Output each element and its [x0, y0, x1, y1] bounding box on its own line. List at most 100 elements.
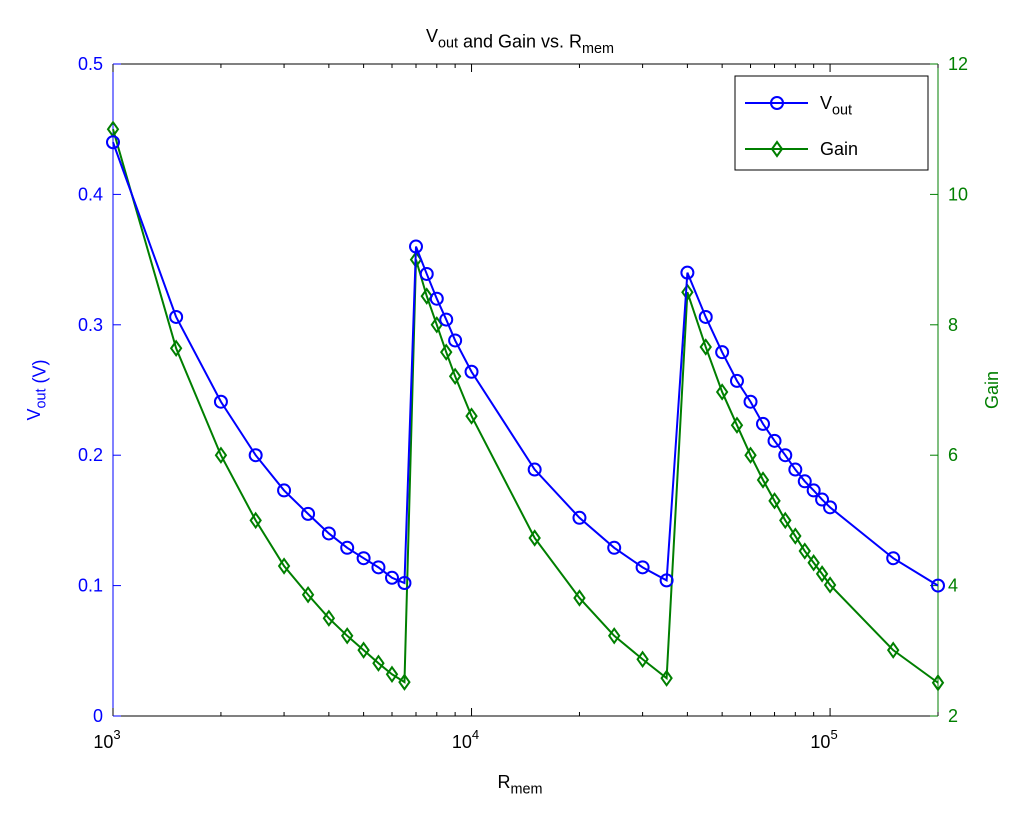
diamond-marker: [770, 140, 784, 158]
diamond-marker: [385, 665, 399, 683]
circle-marker: [408, 239, 423, 254]
y-left-tick-label: 0.3: [78, 315, 103, 335]
diamond-marker: [636, 650, 649, 668]
x-tick-label: 104: [452, 727, 479, 752]
tick-exponent: 5: [830, 727, 837, 742]
circle-marker: [823, 500, 838, 515]
y-left-tick-label: 0.5: [78, 54, 103, 74]
circle-marker: [715, 345, 730, 360]
circle-marker: [778, 448, 793, 463]
diamond-marker: [322, 609, 336, 627]
tick-base: 10: [810, 732, 830, 752]
circle-marker: [419, 266, 434, 281]
diamond-marker: [886, 641, 900, 659]
legend-label: Vout: [820, 93, 852, 118]
legend-item: Gain: [745, 139, 858, 159]
y-left-tick-label: 0.1: [78, 576, 103, 596]
circle-marker: [248, 448, 263, 463]
circle-marker: [321, 526, 336, 541]
diamond-marker: [807, 554, 820, 572]
tick-exponent: 3: [113, 727, 120, 742]
circle-marker: [439, 312, 454, 327]
x-tick-label: 103: [93, 727, 120, 752]
legend: Vout Gain: [734, 75, 929, 171]
x-tick-label: 105: [810, 727, 837, 752]
y-left-tick-label: 0.2: [78, 445, 103, 465]
legend-label: Gain: [820, 139, 858, 159]
diamond-marker: [440, 343, 453, 361]
text-part: and Gain vs. R: [458, 31, 582, 51]
diamond-marker: [681, 283, 694, 301]
diamond-marker: [823, 576, 837, 594]
subscript: out: [438, 35, 458, 51]
x-axis-label: Rmem: [498, 772, 543, 797]
plot-area: [113, 64, 938, 716]
legend-box: [734, 75, 929, 171]
diamond-marker: [214, 446, 228, 464]
circle-marker: [767, 433, 782, 448]
diamond-marker: [815, 565, 829, 583]
series-gain: [106, 120, 945, 692]
circle-marker: [755, 416, 770, 431]
diamond-marker: [372, 654, 385, 672]
y-right-axis-label: Gain: [982, 371, 1002, 409]
circle-marker: [397, 575, 412, 590]
diamond-marker: [573, 589, 586, 607]
y-right-tick-label: 2: [948, 706, 958, 726]
diamond-marker: [277, 557, 291, 575]
circle-marker: [213, 394, 228, 409]
series-vout: [106, 135, 945, 593]
series-line: [112, 141, 939, 587]
circle-marker: [806, 483, 821, 498]
circle-marker: [680, 265, 695, 280]
diamond-marker: [699, 338, 712, 356]
chart-title: Vout and Gain vs. Rmem: [426, 26, 614, 57]
diamond-marker: [660, 669, 673, 687]
diamond-marker: [357, 641, 370, 659]
diamond-marker: [768, 492, 781, 510]
y-left-axis-label: Vout (V): [24, 359, 49, 420]
circle-marker: [106, 135, 120, 150]
y-right-tick-label: 6: [948, 445, 958, 465]
subscript: out: [33, 388, 49, 408]
circle-marker: [886, 551, 901, 566]
circle-marker: [659, 573, 674, 588]
circle-marker: [729, 373, 744, 388]
y-right-tick-label: 4: [948, 576, 958, 596]
circle-marker: [527, 462, 542, 477]
circle-marker: [797, 474, 812, 489]
diamond-marker: [528, 529, 541, 547]
diamond-marker: [249, 511, 262, 530]
diamond-marker: [420, 287, 433, 305]
text-part: (V): [29, 359, 49, 388]
text-part: V: [426, 26, 438, 46]
tick-base: 10: [93, 732, 113, 752]
circle-marker: [371, 560, 386, 575]
diamond-marker: [931, 674, 945, 692]
diamond-marker: [798, 542, 811, 560]
text-part: V: [820, 93, 832, 113]
tick-exponent: 4: [472, 727, 479, 742]
circle-marker: [698, 309, 713, 324]
y-left-tick-label: 0: [93, 706, 103, 726]
diamond-marker: [607, 627, 621, 645]
subscript: mem: [582, 41, 614, 57]
diamond-marker: [301, 586, 315, 604]
diamond-marker: [756, 471, 770, 489]
circle-marker: [448, 333, 463, 348]
circle-marker: [788, 462, 803, 477]
y-right-tick-label: 10: [948, 184, 968, 204]
circle-marker: [169, 309, 184, 324]
circle-marker: [429, 291, 444, 306]
circle-marker: [384, 570, 399, 585]
subscript: mem: [511, 781, 543, 797]
circle-marker: [607, 540, 622, 555]
circle-marker: [815, 492, 830, 507]
text-part: Gain: [820, 139, 858, 159]
subscript: out: [832, 102, 852, 118]
circle-marker: [356, 551, 371, 566]
circle-marker: [931, 578, 945, 593]
y-right-tick-label: 12: [948, 54, 968, 74]
circle-marker: [770, 96, 784, 110]
